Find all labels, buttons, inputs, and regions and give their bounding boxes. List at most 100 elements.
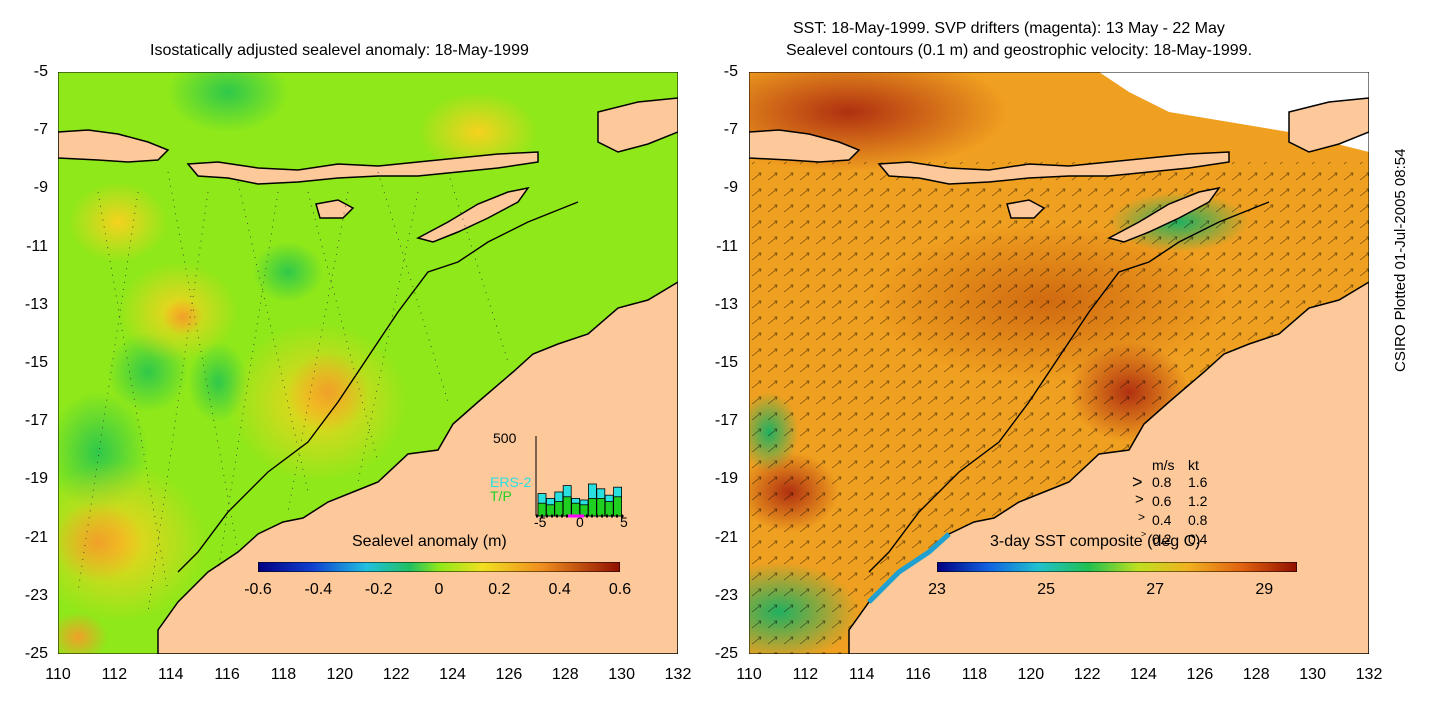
x-tick-label: 124 (439, 666, 466, 683)
x-tick-label: 120 (326, 666, 354, 683)
colorbar-tick: 29 (1255, 581, 1274, 598)
inset-bar-tp (604, 501, 614, 517)
x-tick-label: 116 (214, 666, 240, 683)
colorbar-tick: 23 (928, 581, 946, 598)
y-tick-label: -11 (716, 237, 738, 255)
x-tick-label: 128 (551, 666, 579, 683)
inset-bar-tp (562, 496, 572, 517)
left-panel-title: Isostatically adjusted sealevel anomaly:… (150, 42, 529, 59)
coastal-cool-band (867, 532, 951, 604)
java-island (58, 129, 170, 163)
right-map (749, 72, 1369, 654)
velocity-legend-header-ms: m/s (1152, 457, 1175, 473)
y-tick-label: -11 (26, 237, 48, 255)
colorbar-tick: -0.4 (304, 581, 333, 598)
y-tick-label: -23 (714, 586, 738, 604)
y-tick-label: -13 (24, 295, 48, 313)
inset-xtick: 0 (576, 514, 584, 530)
lesser-sunda-islands (186, 151, 539, 185)
x-tick-label: 118 (270, 666, 297, 683)
y-tick-label: -21 (24, 528, 48, 546)
satellite-tracks (77, 171, 509, 613)
inset-bar-tp (596, 498, 606, 517)
sla-green-patch (253, 242, 323, 302)
x-tick-label: 110 (45, 666, 71, 683)
y-tick-label: -9 (723, 179, 738, 197)
velocity-legend-kt: 0.8 (1188, 512, 1208, 528)
y-tick-label: -7 (723, 121, 738, 139)
velocity-legend-arrow: > (1132, 472, 1143, 492)
inset-histogram (535, 436, 624, 518)
colorbar-tick: -0.6 (244, 581, 272, 598)
y-tick-label: -25 (24, 645, 48, 662)
left-colorbar (258, 562, 620, 572)
left-colorbar-label: Sealevel anomaly (m) (352, 533, 507, 550)
right-colorbar (937, 562, 1297, 572)
plot-credit: CSIRO Plotted 01-Jul-2005 08:54 (1392, 148, 1409, 372)
x-tick-label: 110 (736, 666, 762, 683)
java-island (749, 129, 861, 163)
x-tick-label: 126 (495, 666, 523, 683)
north-land (1288, 97, 1369, 153)
x-tick-label: 118 (961, 666, 988, 683)
y-tick-label: -19 (24, 470, 48, 488)
inset-xtick: -5 (534, 514, 547, 530)
inset-bar-tp (554, 501, 564, 517)
x-tick-label: 116 (905, 666, 931, 683)
right-colorbar-label: 3-day SST composite (deg C) (990, 533, 1201, 550)
colorbar-tick: 0.4 (548, 581, 571, 598)
inset-xtick: 5 (620, 514, 628, 530)
sla-green-patch (168, 72, 288, 132)
colorbar-tick: 0 (434, 581, 444, 598)
x-tick-label: 122 (382, 666, 410, 683)
sla-orange-patch (288, 352, 368, 432)
y-tick-label: -5 (723, 63, 738, 80)
australia-land (848, 281, 1369, 654)
velocity-legend-arrow: > (1135, 491, 1144, 508)
inset-series-tp: T/P (490, 488, 512, 504)
sla-yellow-patch (418, 92, 538, 172)
velocity-legend-kt: 0.4 (1188, 531, 1208, 547)
north-land (597, 97, 678, 153)
timor-island (1106, 186, 1221, 243)
colorbar-tick: -0.2 (364, 581, 393, 598)
colorbar-tick: 0.6 (608, 581, 632, 598)
x-tick-label: 114 (848, 666, 875, 683)
y-tick-label: -23 (24, 586, 48, 604)
velocity-legend-kt: 1.6 (1188, 474, 1208, 490)
sumba-island (1006, 199, 1046, 219)
sla-orange-patch (58, 502, 143, 582)
y-tick-label: -15 (24, 354, 48, 371)
x-tick-label: 124 (1130, 666, 1157, 683)
shelf-contour (177, 201, 579, 573)
shelf-contour (868, 201, 1270, 573)
velocity-legend-kt: 1.2 (1188, 493, 1208, 509)
colorbar-tick: 27 (1146, 581, 1165, 598)
sla-orange-patch (163, 299, 203, 335)
australia-land (157, 281, 678, 654)
y-tick-label: -9 (33, 179, 48, 197)
y-tick-label: -25 (714, 645, 738, 662)
y-tick-label: -17 (714, 412, 738, 430)
velocity-legend-header-kt: kt (1188, 457, 1199, 473)
inset-series-ers2: ERS-2 (490, 474, 532, 490)
x-tick-label: 122 (1073, 666, 1101, 683)
sla-yellow-patch (68, 182, 168, 262)
y-tick-label: -15 (714, 354, 738, 371)
y-tick-label: -13 (714, 295, 738, 313)
y-tick-label: -19 (714, 470, 738, 488)
inset-bar-tp (588, 498, 597, 517)
colorbar-tick: 25 (1037, 581, 1055, 598)
inset-ymax-label: 500 (493, 430, 517, 446)
timor-island (415, 186, 530, 243)
velocity-legend-arrow: > (1141, 529, 1147, 539)
right-panel-title-line2: Sealevel contours (0.1 m) and geostrophi… (786, 42, 1253, 59)
velocity-legend-ms: 0.2 (1152, 531, 1172, 547)
x-tick-label: 132 (664, 666, 692, 683)
y-tick-label: -5 (33, 63, 48, 80)
x-tick-label: 114 (157, 666, 184, 683)
x-tick-label: 130 (1299, 666, 1326, 683)
right-panel-title-line1: SST: 18-May-1999. SVP drifters (magenta)… (793, 20, 1225, 37)
x-tick-label: 120 (1017, 666, 1045, 683)
velocity-legend-arrow: > (1138, 510, 1146, 524)
